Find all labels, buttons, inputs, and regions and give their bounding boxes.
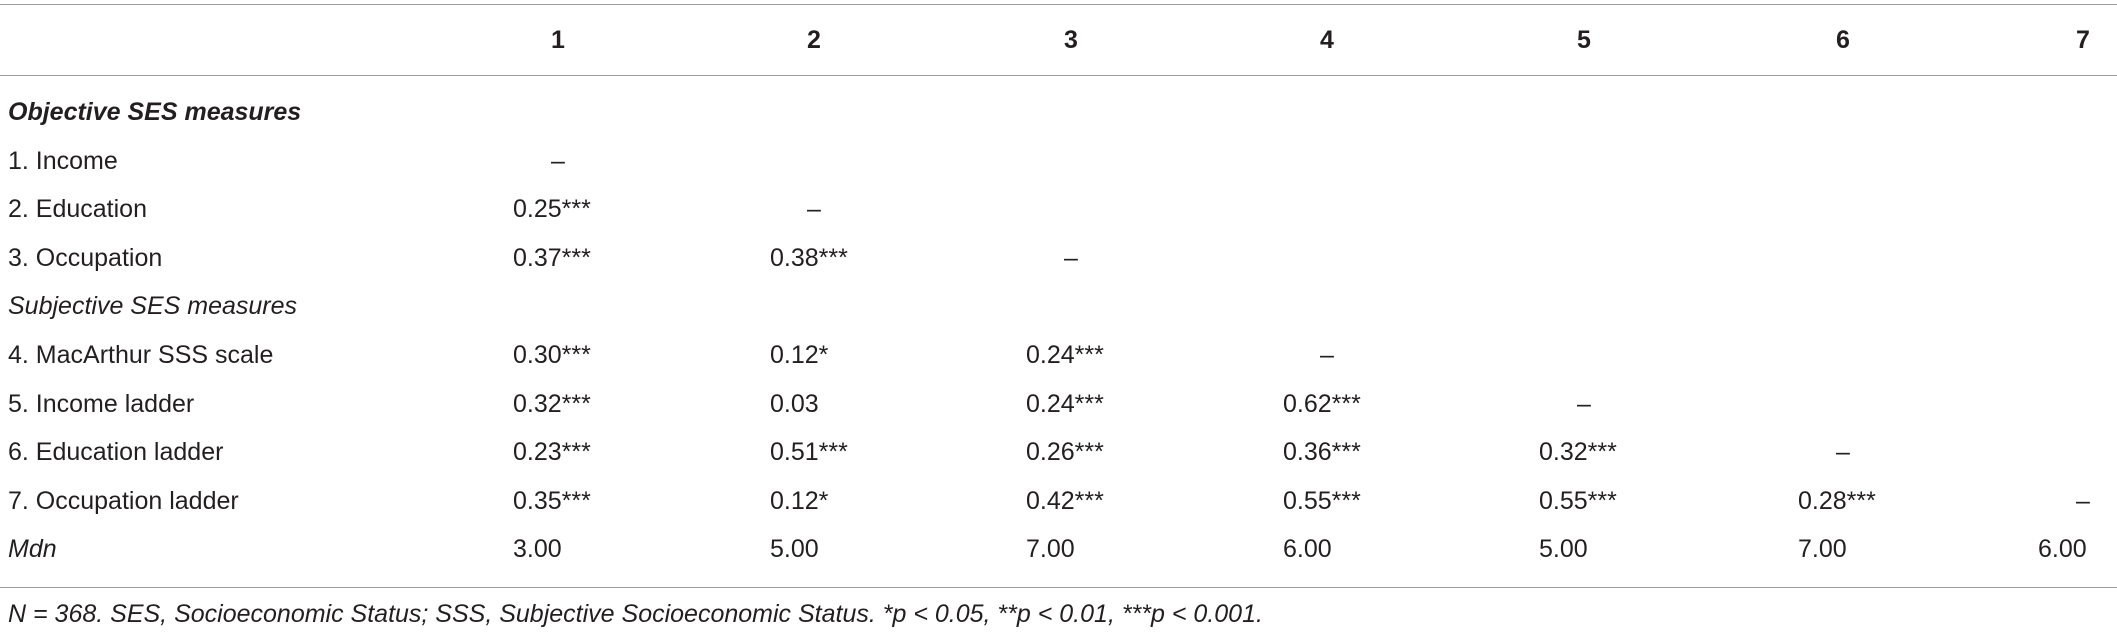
cell: – bbox=[1836, 438, 1850, 467]
cell: 0.23*** bbox=[513, 438, 591, 467]
row-label: 6. Education ladder bbox=[8, 438, 224, 467]
bottom-rule bbox=[0, 587, 2117, 588]
cell: 0.32*** bbox=[513, 389, 591, 418]
cell: 7.00 bbox=[1798, 535, 1847, 564]
row-label: 5. Income ladder bbox=[8, 389, 195, 418]
row-label: 2. Education bbox=[8, 195, 147, 224]
column-header: 5 bbox=[1577, 26, 1591, 54]
cell: 0.36*** bbox=[1283, 438, 1361, 467]
section-label: Objective SES measures bbox=[8, 98, 302, 126]
cell: – bbox=[551, 146, 565, 175]
cell: 6.00 bbox=[1283, 535, 1332, 564]
cell: 0.37*** bbox=[513, 243, 591, 272]
header-rule bbox=[0, 75, 2117, 76]
column-header: 3 bbox=[1064, 26, 1078, 54]
cell: – bbox=[1320, 341, 1334, 369]
cell: 0.55*** bbox=[1539, 486, 1617, 515]
cell: 0.25*** bbox=[513, 195, 591, 224]
cell: 0.42*** bbox=[1026, 486, 1104, 515]
column-header: 7 bbox=[2076, 26, 2090, 54]
cell: 0.32*** bbox=[1539, 438, 1617, 467]
row-label: 7. Occupation ladder bbox=[8, 486, 239, 515]
cell: 0.62*** bbox=[1283, 389, 1361, 418]
row-label: 1. Income bbox=[8, 146, 118, 175]
cell: 0.03 bbox=[770, 389, 819, 418]
row-label: 3. Occupation bbox=[8, 243, 163, 272]
column-header: 1 bbox=[551, 26, 565, 54]
top-rule bbox=[0, 4, 2117, 5]
cell: 0.55*** bbox=[1283, 486, 1361, 515]
cell: 0.51*** bbox=[770, 438, 848, 467]
cell: – bbox=[2076, 486, 2090, 515]
cell: 0.12* bbox=[770, 341, 829, 369]
cell: 0.28*** bbox=[1798, 486, 1876, 515]
cell: – bbox=[807, 195, 821, 224]
cell: 0.12* bbox=[770, 486, 829, 515]
row-label: 4. MacArthur SSS scale bbox=[8, 341, 274, 369]
cell: 6.00 bbox=[2038, 535, 2087, 564]
cell: – bbox=[1064, 243, 1078, 272]
column-header: 4 bbox=[1320, 26, 1334, 54]
footnote: N = 368. SES, Socioeconomic Status; SSS,… bbox=[8, 600, 1263, 628]
cell: 5.00 bbox=[1539, 535, 1588, 564]
cell: 0.24*** bbox=[1026, 341, 1104, 369]
cell: 5.00 bbox=[770, 535, 819, 564]
cell: 0.35*** bbox=[513, 486, 591, 515]
cell: 0.38*** bbox=[770, 243, 848, 272]
cell: – bbox=[1577, 389, 1591, 418]
section-label: Subjective SES measures bbox=[8, 292, 298, 321]
cell: 0.30*** bbox=[513, 341, 591, 369]
section-label: Mdn bbox=[8, 535, 57, 564]
column-header: 2 bbox=[807, 26, 821, 54]
cell: 7.00 bbox=[1026, 535, 1075, 564]
cell: 0.24*** bbox=[1026, 389, 1104, 418]
cell: 3.00 bbox=[513, 535, 562, 564]
cell: 0.26*** bbox=[1026, 438, 1104, 467]
column-header: 6 bbox=[1836, 26, 1850, 54]
